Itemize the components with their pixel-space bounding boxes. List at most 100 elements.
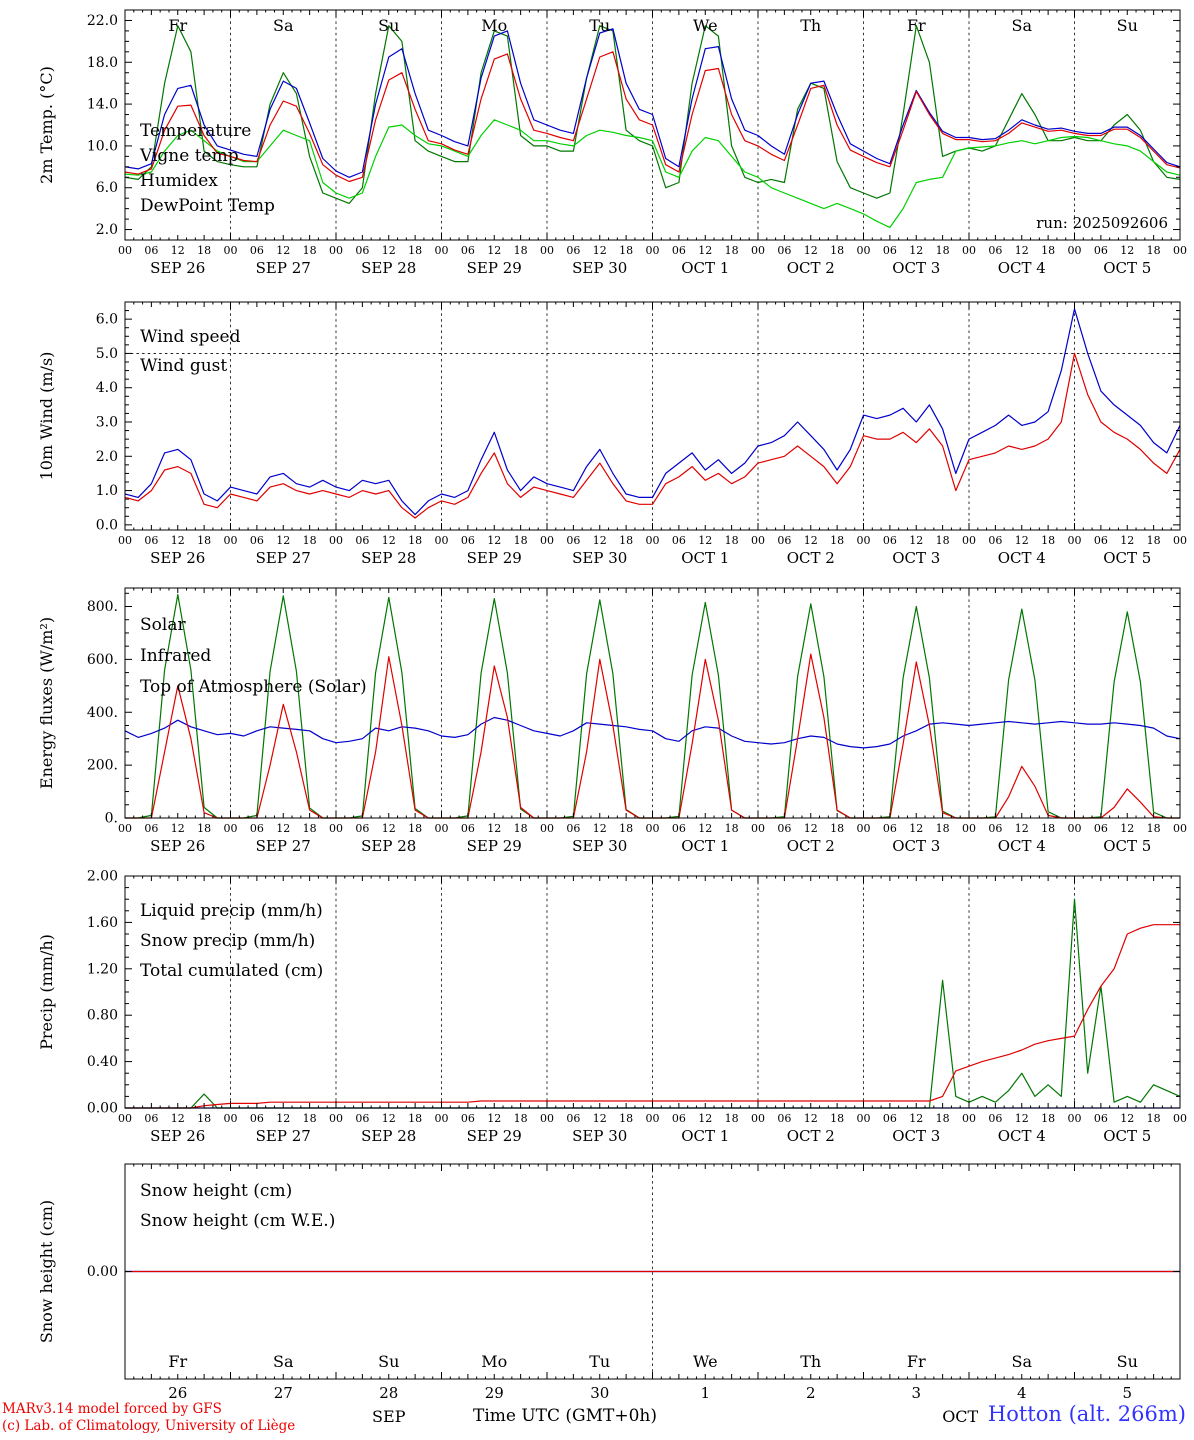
svg-text:12: 12 <box>1015 534 1029 547</box>
svg-text:06: 06 <box>144 822 158 835</box>
svg-text:00: 00 <box>118 534 132 547</box>
svg-text:Su: Su <box>378 1352 399 1371</box>
svg-text:18: 18 <box>1147 822 1161 835</box>
svg-text:06: 06 <box>355 534 369 547</box>
svg-text:18: 18 <box>1147 244 1161 257</box>
svg-text:18: 18 <box>514 822 528 835</box>
svg-text:30: 30 <box>590 1384 609 1400</box>
svg-text:OCT 4: OCT 4 <box>998 259 1046 277</box>
svg-text:18: 18 <box>725 822 739 835</box>
svg-text:18: 18 <box>408 1112 422 1125</box>
svg-text:18: 18 <box>725 534 739 547</box>
svg-text:06: 06 <box>777 244 791 257</box>
svg-text:SEP 26: SEP 26 <box>150 549 205 567</box>
svg-text:00: 00 <box>435 1112 449 1125</box>
svg-text:12: 12 <box>1120 822 1134 835</box>
svg-text:OCT 4: OCT 4 <box>998 549 1046 567</box>
svg-text:06: 06 <box>883 534 897 547</box>
svg-text:00: 00 <box>857 244 871 257</box>
svg-text:00: 00 <box>540 1112 554 1125</box>
svg-text:18: 18 <box>1147 1112 1161 1125</box>
svg-text:00: 00 <box>1173 534 1187 547</box>
svg-text:OCT 5: OCT 5 <box>1103 549 1151 567</box>
svg-text:Su: Su <box>378 16 399 35</box>
svg-text:18: 18 <box>303 534 317 547</box>
svg-text:SEP 26: SEP 26 <box>150 259 205 277</box>
svg-text:00: 00 <box>435 244 449 257</box>
svg-text:18: 18 <box>725 1112 739 1125</box>
svg-text:SEP 29: SEP 29 <box>467 1127 522 1145</box>
svg-text:Humidex: Humidex <box>140 171 218 191</box>
svg-text:06: 06 <box>988 534 1002 547</box>
svg-text:Th: Th <box>800 16 821 35</box>
svg-text:06: 06 <box>566 822 580 835</box>
svg-text:Temperature: Temperature <box>140 121 251 141</box>
svg-text:06: 06 <box>1094 822 1108 835</box>
svg-text:2.0: 2.0 <box>96 449 118 465</box>
svg-text:06: 06 <box>355 822 369 835</box>
svg-text:18: 18 <box>303 822 317 835</box>
svg-text:18: 18 <box>408 244 422 257</box>
svg-text:00: 00 <box>224 534 238 547</box>
svg-text:06: 06 <box>566 244 580 257</box>
svg-text:06: 06 <box>144 534 158 547</box>
panel-10m-wind: 6.05.04.03.02.01.00.000 06 12 18 00 06 12 18 00 0… <box>37 301 1187 567</box>
svg-text:12: 12 <box>382 1112 396 1125</box>
svg-text:18.0: 18.0 <box>87 55 118 71</box>
svg-text:12: 12 <box>276 534 290 547</box>
svg-text:18: 18 <box>1041 822 1055 835</box>
svg-text:Th: Th <box>800 1352 821 1371</box>
svg-text:12: 12 <box>1120 244 1134 257</box>
svg-text:12: 12 <box>382 244 396 257</box>
svg-text:26: 26 <box>168 1384 187 1400</box>
svg-text:00: 00 <box>118 1112 132 1125</box>
svg-text:00: 00 <box>646 244 660 257</box>
svg-text:18: 18 <box>619 534 633 547</box>
svg-text:12: 12 <box>593 534 607 547</box>
svg-text:12: 12 <box>171 244 185 257</box>
svg-text:Sa: Sa <box>273 16 294 35</box>
svg-text:18: 18 <box>830 534 844 547</box>
svg-text:00: 00 <box>751 822 765 835</box>
month-label-oct: OCT <box>942 1407 979 1426</box>
svg-text:18: 18 <box>514 534 528 547</box>
svg-text:SEP 30: SEP 30 <box>572 837 627 855</box>
svg-text:12: 12 <box>909 822 923 835</box>
svg-text:4.0: 4.0 <box>96 380 118 396</box>
svg-text:Fr: Fr <box>168 16 187 35</box>
svg-text:06: 06 <box>1094 244 1108 257</box>
svg-text:Vigne temp: Vigne temp <box>139 146 239 166</box>
svg-text:00: 00 <box>751 244 765 257</box>
svg-text:06: 06 <box>461 244 475 257</box>
svg-text:12: 12 <box>276 244 290 257</box>
svg-text:00: 00 <box>540 244 554 257</box>
svg-text:1.20: 1.20 <box>87 961 118 977</box>
svg-text:06: 06 <box>883 822 897 835</box>
svg-text:Solar: Solar <box>140 615 186 635</box>
svg-text:Top of Atmosphere (Solar): Top of Atmosphere (Solar) <box>140 677 367 697</box>
svg-text:12: 12 <box>487 1112 501 1125</box>
credit-line-2: (c) Lab. of Climatology, University of L… <box>2 1418 296 1434</box>
svg-text:06: 06 <box>672 1112 686 1125</box>
svg-text:18: 18 <box>830 822 844 835</box>
svg-text:06: 06 <box>988 822 1002 835</box>
svg-text:12: 12 <box>382 822 396 835</box>
svg-text:OCT 3: OCT 3 <box>892 259 940 277</box>
svg-text:06: 06 <box>461 1112 475 1125</box>
svg-text:00: 00 <box>329 1112 343 1125</box>
svg-text:Wind gust: Wind gust <box>140 356 227 376</box>
svg-text:1.60: 1.60 <box>87 915 118 931</box>
svg-text:3: 3 <box>911 1384 921 1400</box>
svg-text:28: 28 <box>379 1384 398 1400</box>
svg-text:12: 12 <box>276 822 290 835</box>
svg-text:06: 06 <box>777 534 791 547</box>
svg-text:22.0: 22.0 <box>87 13 118 29</box>
svg-text:18: 18 <box>936 534 950 547</box>
svg-text:Sa: Sa <box>1012 16 1033 35</box>
svg-text:OCT 1: OCT 1 <box>681 1127 729 1145</box>
svg-text:06: 06 <box>883 1112 897 1125</box>
svg-text:18: 18 <box>303 1112 317 1125</box>
svg-text:Fr: Fr <box>907 16 926 35</box>
